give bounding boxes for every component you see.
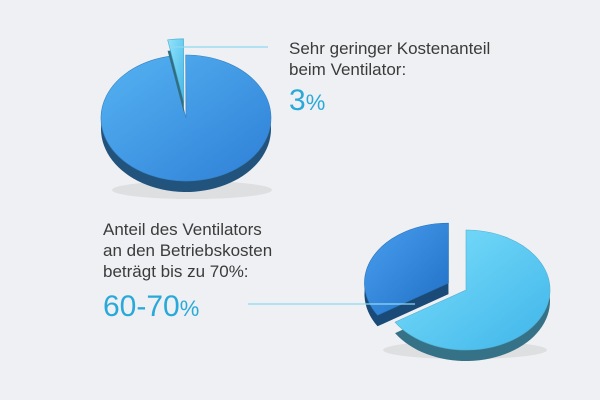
- pie-1-slice-1-top: [167, 38, 185, 102]
- pie-chart-1: [100, 38, 272, 199]
- pie-1-slice-2-top: [100, 54, 272, 182]
- pie-1-slices: [100, 38, 272, 193]
- callout-2-unit: %: [179, 296, 200, 321]
- callout-2-label: Anteil des Ventilators an den Betriebsko…: [103, 220, 273, 281]
- callout-1-unit: %: [305, 90, 326, 115]
- callout-1-label: Sehr geringer Kostenanteil beim Ventilat…: [289, 39, 491, 79]
- callout-small-share: Sehr geringer Kostenanteil beim Ventilat…: [289, 38, 490, 116]
- pie-2-slices: [364, 222, 551, 361]
- callout-1-number: 3: [289, 84, 306, 117]
- callout-2-value: 60-70%: [103, 292, 272, 322]
- pie-1-slice-2: [100, 54, 272, 193]
- callout-1-value: 3%: [289, 86, 490, 116]
- callout-2-number: 60-70: [103, 290, 180, 323]
- pie-2-slice-2: [364, 222, 449, 327]
- callout-large-share: Anteil des Ventilators an den Betriebsko…: [103, 219, 272, 322]
- pie-2-slice-2-top: [364, 222, 449, 316]
- pie-2-slice-1-top: [394, 229, 551, 351]
- pie-2-slice-1: [394, 229, 551, 361]
- pie-1-slice-1: [167, 38, 185, 113]
- pie-chart-2: [364, 222, 551, 361]
